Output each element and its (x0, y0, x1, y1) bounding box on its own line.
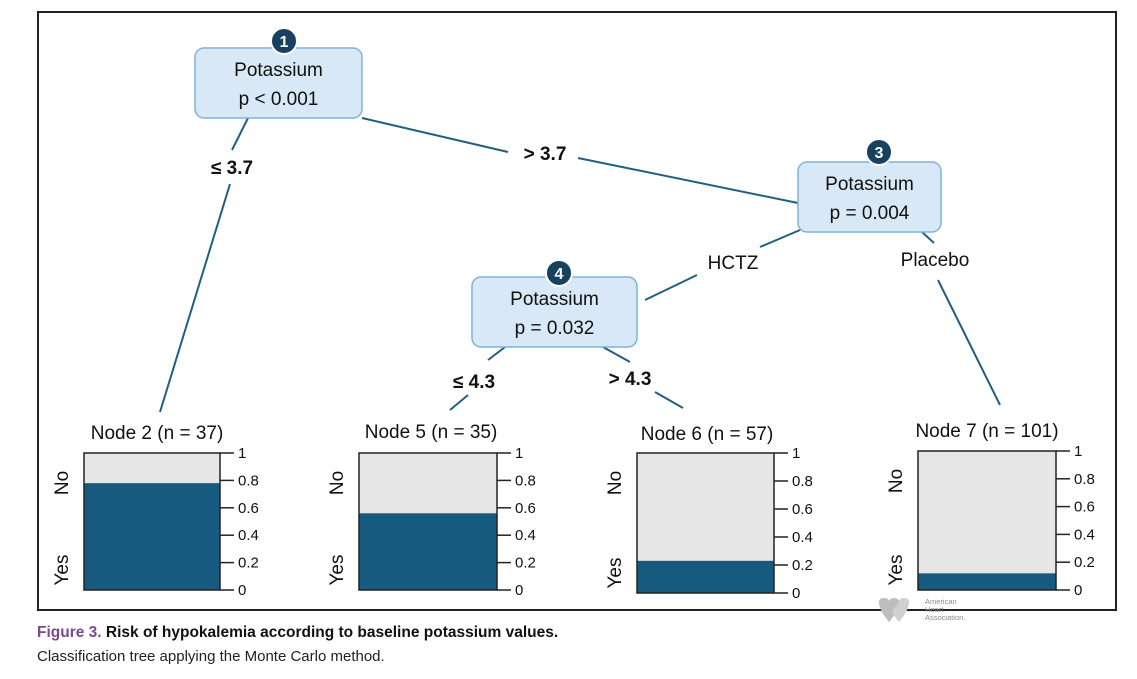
axis-tick-label: 0 (238, 582, 246, 599)
bar-yes-segment (359, 513, 497, 590)
edge-label-1-2: ≤ 3.7 (211, 158, 253, 179)
tree-edge (654, 391, 684, 409)
bar-frame (83, 452, 221, 591)
tree-edge (231, 117, 249, 151)
axis-tick-label: 0.4 (792, 529, 813, 546)
inner-node-variable-1: Potassium (234, 60, 323, 81)
axis-tick-label: 0.6 (238, 500, 259, 517)
tree-edge (937, 279, 1001, 406)
category-label-yes: Yes (605, 558, 626, 589)
bar-no-segment (359, 453, 497, 514)
axis-tick-label: 1 (515, 445, 523, 462)
axis-tick-label: 0.6 (792, 501, 813, 518)
terminal-node-label: Node 6 (n = 57) (641, 424, 774, 445)
edge-label-4-5: ≤ 4.3 (453, 372, 495, 393)
axis-tick-label: 0.2 (1074, 554, 1095, 571)
tree-edge (361, 117, 509, 153)
category-label-yes: Yes (327, 555, 348, 586)
axis-tick-label: 0.6 (515, 500, 536, 517)
figure-caption: Figure 3. Risk of hypokalemia according … (37, 624, 558, 642)
terminal-node-label: Node 5 (n = 35) (365, 422, 498, 443)
terminal-node-7: Node 7 (n = 101) 1 0.8 0.6 0.4 0.2 0 No Yes (886, 421, 1095, 599)
axis-tick-label: 0.8 (238, 472, 259, 489)
bar-no-segment (84, 453, 220, 484)
node-badge-1 (270, 27, 298, 55)
edge-label-3-4: HCTZ (708, 253, 759, 274)
bar-frame (917, 450, 1057, 591)
category-label-no: No (327, 471, 348, 495)
node-badge-3 (865, 138, 893, 166)
tree-edge (577, 157, 799, 204)
axis-tick-label: 0.4 (515, 527, 536, 544)
aha-logo-line3: Association. (925, 613, 966, 622)
tree-edge (759, 229, 801, 248)
tree-edge (449, 394, 469, 411)
tree-edge (644, 274, 698, 301)
terminal-node-label: Node 7 (n = 101) (915, 421, 1058, 442)
axis-tick-label: 0.6 (1074, 499, 1095, 516)
edge-label-3-7: Placebo (901, 250, 970, 271)
inner-node-pvalue-1: p < 0.001 (239, 89, 319, 110)
bar-frame (636, 452, 775, 594)
category-label-no: No (886, 469, 907, 493)
edge-label-4-6: > 4.3 (609, 369, 652, 390)
axis-tick-label: 1 (1074, 443, 1082, 460)
category-label-no: No (52, 471, 73, 495)
aha-logo-line1: American (925, 597, 957, 606)
axis-tick-label: 1 (792, 445, 800, 462)
aha-logo-text: American Heart Association. (925, 598, 965, 622)
bar-no-segment (918, 451, 1056, 574)
axis-tick-label: 0.8 (515, 472, 536, 489)
terminal-node-5: Node 5 (n = 35) 1 0.8 0.6 0.4 0.2 0 No Yes (327, 422, 536, 599)
terminal-node-label: Node 2 (n = 37) (91, 423, 224, 444)
bar-frame (358, 452, 498, 591)
bar-yes-segment (637, 560, 774, 593)
axis-tick-label: 0 (1074, 582, 1082, 599)
terminal-node-2: Node 2 (n = 37) 1 0.8 0.6 0.4 0.2 0 No Yes (52, 423, 259, 599)
axis-tick-label: 0.2 (238, 555, 259, 572)
category-label-no: No (605, 471, 626, 495)
inner-node-variable-4: Potassium (510, 289, 599, 310)
axis-tick-label: 0.2 (515, 555, 536, 572)
inner-node-pvalue-4: p = 0.032 (515, 318, 595, 339)
bar-yes-segment (918, 573, 1056, 590)
node-badge-number-4: 4 (555, 266, 564, 283)
axis-tick-label: 0 (515, 582, 523, 599)
axis-tick-label: 0.4 (238, 527, 259, 544)
aha-logo (879, 598, 909, 622)
figure-subtitle: Classification tree applying the Monte C… (37, 648, 385, 665)
node-badge-number-1: 1 (280, 34, 289, 51)
inner-node-variable-3: Potassium (825, 174, 914, 195)
axis-tick-label: 0 (792, 585, 800, 602)
tree-edge (159, 183, 231, 413)
category-label-yes: Yes (886, 555, 907, 586)
axis-tick-label: 0.8 (792, 473, 813, 490)
bar-no-segment (637, 453, 774, 561)
aha-logo-line2: Heart (925, 605, 944, 614)
tree-edge (487, 346, 506, 361)
node-badge-4 (545, 259, 573, 287)
axis-tick-label: 0.8 (1074, 471, 1095, 488)
axis-tick-label: 0.2 (792, 557, 813, 574)
axis-tick-label: 1 (238, 445, 246, 462)
figure-title: Risk of hypokalemia according to baselin… (105, 624, 559, 641)
axis-tick-label: 0.4 (1074, 526, 1095, 543)
edge-label-1-3: > 3.7 (524, 144, 567, 165)
node-badge-number-3: 3 (875, 145, 884, 162)
terminal-node-6: Node 6 (n = 57) 1 0.8 0.6 0.4 0.2 0 No Yes (605, 424, 813, 602)
tree-edge (602, 346, 631, 363)
tree-edge (921, 231, 935, 244)
inner-node-pvalue-3: p = 0.004 (830, 203, 910, 224)
figure-label: Figure 3. (37, 624, 102, 641)
category-label-yes: Yes (52, 555, 73, 586)
bar-yes-segment (84, 483, 220, 590)
